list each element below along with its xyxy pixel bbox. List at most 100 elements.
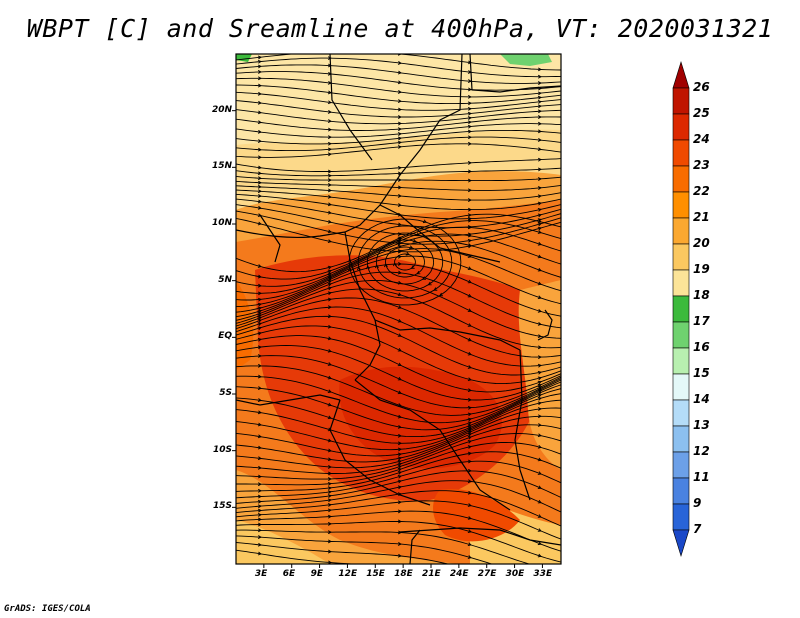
streamline-arrow	[257, 199, 262, 204]
streamline-arrow	[397, 115, 402, 119]
chart-title: WBPT [C] and Sreamline at 400hPa, VT: 20…	[26, 14, 774, 43]
streamline	[236, 325, 561, 385]
streamline	[236, 129, 561, 145]
streamline-arrow	[397, 292, 402, 297]
streamline-arrow	[397, 500, 402, 505]
streamline	[236, 542, 450, 564]
streamline	[236, 297, 561, 358]
streamline-arrow	[467, 101, 472, 106]
streamline-arrow	[257, 110, 262, 115]
streamline-arrow	[537, 129, 542, 134]
streamline-arrow	[257, 274, 262, 279]
streamline-arrow	[397, 541, 402, 546]
streamline-arrow	[537, 81, 542, 86]
streamline	[236, 521, 561, 563]
lat-label: 10S	[212, 444, 232, 455]
streamline-arrow	[537, 213, 542, 218]
streamline	[236, 345, 561, 401]
colorbar-swatch	[672, 217, 690, 245]
streamline-arrow	[467, 529, 472, 533]
streamline-arrow	[397, 362, 402, 367]
streamline-arrow	[537, 528, 542, 532]
streamline-arrow	[257, 474, 262, 479]
streamline-arrow	[397, 145, 402, 149]
streamline-arrow	[397, 390, 402, 395]
streamline-arrow	[537, 201, 542, 206]
streamline-arrow	[537, 457, 542, 462]
streamline	[236, 116, 561, 131]
streamline	[236, 180, 561, 191]
streamline-arrow	[327, 448, 332, 453]
colorbar-level-label: 9	[693, 496, 702, 510]
colorbar-level-label: 19	[693, 262, 710, 276]
streamline-arrow	[257, 180, 262, 185]
streamline-arrow	[257, 456, 262, 461]
streamline	[236, 442, 561, 486]
streamline-arrow	[397, 479, 402, 484]
streamline-arrow	[537, 499, 542, 504]
streamline	[236, 280, 561, 339]
streamline-arrow	[397, 433, 402, 438]
streamline-arrow	[257, 129, 262, 134]
streamline	[236, 415, 561, 469]
streamline-arrow	[467, 161, 472, 165]
streamline-arrow	[397, 136, 402, 141]
streamline-arrow	[327, 471, 332, 476]
streamline	[236, 158, 561, 172]
streamline-arrow	[468, 579, 471, 582]
streamline-arrow	[537, 471, 542, 475]
streamline-arrow	[537, 219, 542, 224]
streamline-arrow	[393, 262, 397, 267]
streamline-arrow	[467, 94, 472, 99]
colorbar-swatch	[672, 113, 690, 141]
streamline-arrow	[537, 74, 542, 79]
streamline-arrow	[397, 80, 402, 85]
streamline-arrow	[537, 99, 542, 104]
streamline-arrow	[327, 239, 332, 244]
colorbar-level-label: 14	[693, 392, 710, 406]
streamline-arrow	[257, 504, 262, 509]
streamline-arrow	[327, 477, 332, 481]
colorbar-level-label: 25	[693, 106, 710, 120]
streamline-arrow	[397, 465, 402, 469]
streamline-arrow	[397, 456, 402, 461]
streamline-arrow	[467, 435, 472, 440]
streamline-arrow	[537, 393, 542, 398]
streamline-arrow	[537, 137, 542, 142]
colorbar-level-label: 12	[693, 444, 710, 458]
streamline-arrow	[327, 490, 332, 495]
colorbar-level-label: 11	[693, 470, 710, 484]
lon-label: 21E	[422, 569, 441, 579]
streamline-arrow	[397, 424, 402, 429]
streamline-arrow	[537, 254, 542, 259]
streamline-arrow	[257, 302, 262, 307]
streamline-arrow	[257, 205, 262, 210]
streamline	[236, 407, 561, 463]
streamline-arrow	[397, 249, 402, 254]
streamline-arrow	[327, 486, 332, 491]
streamline-arrow	[327, 229, 332, 234]
streamline	[236, 84, 561, 105]
streamline-arrow	[397, 471, 402, 475]
streamline-arrow	[537, 222, 542, 227]
streamline	[236, 240, 561, 301]
streamline-arrow	[257, 482, 262, 487]
streamline-arrow	[537, 157, 542, 162]
streamline	[236, 480, 561, 513]
lat-label: 5S	[219, 388, 232, 398]
streamline	[236, 288, 561, 349]
colorbar-swatch	[672, 243, 690, 271]
streamline-arrow	[327, 90, 332, 95]
streamline-arrow	[467, 365, 472, 369]
streamline-arrow	[467, 479, 472, 484]
streamline-arrow	[257, 445, 262, 450]
country-borders	[236, 54, 561, 564]
colorbar-swatch	[672, 295, 690, 323]
streamline-arrow	[257, 155, 262, 160]
streamline-arrow	[327, 219, 332, 224]
streamline	[236, 355, 561, 409]
colorbar-level-label: 13	[693, 418, 710, 432]
colorbar-level-label: 16	[693, 340, 710, 354]
streamline-arrow	[327, 508, 332, 513]
streamline-arrow	[397, 509, 402, 514]
